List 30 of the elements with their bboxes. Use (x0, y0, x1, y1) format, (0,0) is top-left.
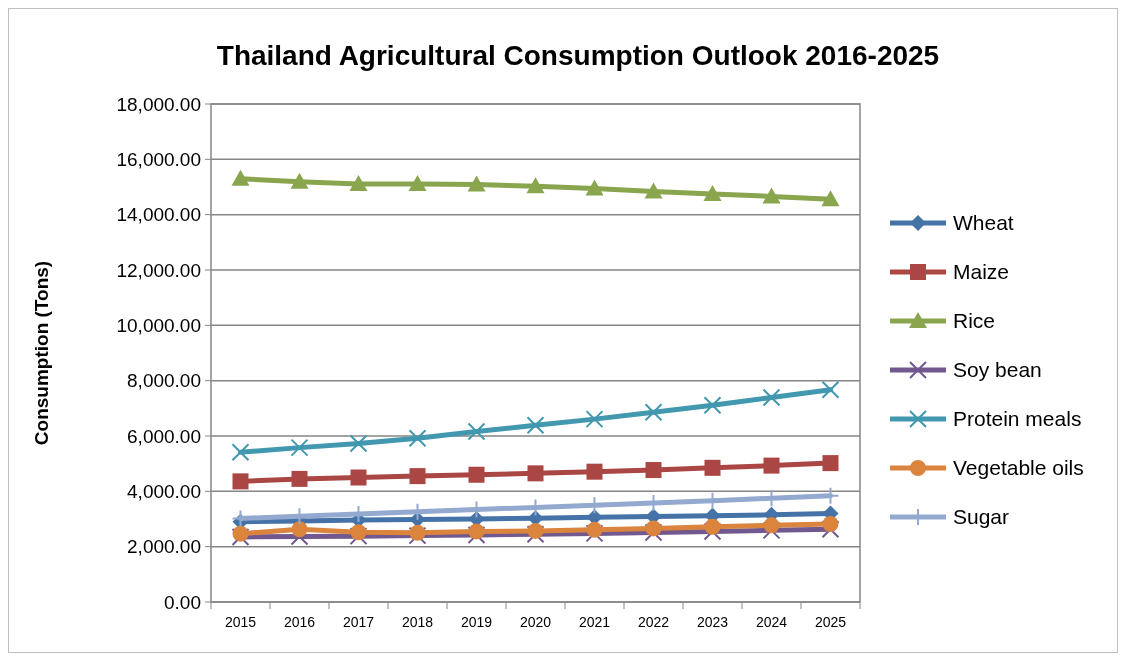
x-tick-label: 2021 (578, 614, 611, 630)
x-tick-label: 2019 (460, 614, 493, 630)
legend-label: Soy bean (953, 358, 1042, 382)
x-tick-label: 2017 (342, 614, 375, 630)
y-tick-label: 6,000.00 (127, 425, 201, 447)
x-tick-label: 2024 (755, 614, 788, 630)
y-tick-label: 10,000.00 (116, 314, 201, 336)
x-tick-label: 2022 (637, 614, 670, 630)
y-tick-label: 8,000.00 (127, 370, 201, 392)
y-tick-label: 4,000.00 (127, 480, 201, 502)
x-tick-label: 2023 (696, 614, 729, 630)
legend-label: Sugar (953, 505, 1010, 529)
x-tick-label: 2025 (814, 614, 847, 630)
legend-label: Maize (953, 260, 1010, 284)
y-tick-label: 18,000.00 (116, 93, 201, 115)
y-tick-label: 14,000.00 (116, 204, 201, 226)
x-tick-label: 2016 (283, 614, 316, 630)
legend-label: Rice (953, 309, 996, 333)
y-tick-label: 0.00 (164, 591, 201, 613)
legend-label: Wheat (953, 211, 1014, 235)
y-tick-label: 12,000.00 (116, 259, 201, 281)
chart-title: Thailand Agricultural Consumption Outlook 2016-2025 (216, 40, 940, 71)
y-axis-title: Consumption (Tons) (31, 260, 52, 446)
x-tick-label: 2015 (224, 614, 257, 630)
x-tick-label: 2020 (519, 614, 552, 630)
legend-label: Protein meals (953, 407, 1082, 431)
x-tick-label: 2018 (401, 614, 434, 630)
y-tick-label: 2,000.00 (127, 536, 201, 558)
y-tick-label: 16,000.00 (116, 148, 201, 170)
legend-label: Vegetable oils (953, 456, 1084, 480)
